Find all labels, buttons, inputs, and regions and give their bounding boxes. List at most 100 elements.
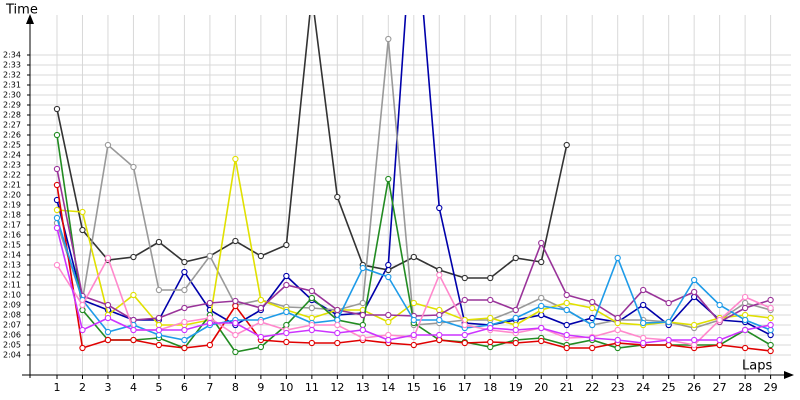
x-tick-label: 17 [458, 381, 472, 394]
data-point [691, 276, 698, 284]
y-tick-label: 2:12 [3, 271, 21, 280]
data-point [538, 294, 545, 302]
data-point [283, 329, 290, 337]
data-point [665, 336, 672, 344]
data-point [512, 321, 519, 329]
data-point [614, 336, 621, 344]
data-point [359, 264, 366, 272]
data-point [130, 336, 137, 344]
data-point [741, 344, 749, 352]
x-tick-label: 10 [279, 381, 293, 394]
data-point [410, 331, 417, 339]
data-point [767, 347, 774, 355]
data-point [181, 258, 188, 266]
data-point [461, 274, 468, 282]
data-point [104, 141, 112, 149]
data-point [232, 331, 239, 339]
data-point [436, 271, 443, 279]
data-point [334, 316, 341, 324]
data-point [79, 326, 86, 334]
data-point [206, 299, 214, 307]
x-tick-label: 19 [509, 381, 523, 394]
x-tick-label: 27 [713, 381, 727, 394]
data-point [563, 306, 570, 314]
y-tick-label: 2:09 [3, 301, 21, 310]
data-point [691, 288, 698, 296]
data-point [232, 297, 239, 305]
x-tick-label: 29 [764, 381, 778, 394]
data-point [716, 341, 723, 349]
data-point [79, 306, 86, 314]
data-point [410, 299, 417, 307]
x-tick-label: 7 [206, 381, 213, 394]
data-point [512, 306, 519, 314]
data-point [257, 304, 265, 312]
data-point [767, 296, 774, 304]
data-point [359, 299, 366, 307]
y-axis-arrow [26, 14, 34, 24]
x-tick-label: 21 [560, 381, 574, 394]
data-point [308, 294, 316, 302]
data-point [53, 181, 61, 189]
data-point [563, 299, 570, 307]
x-tick-label: 18 [483, 381, 497, 394]
data-point [206, 341, 214, 349]
data-point [538, 311, 545, 319]
data-point [691, 321, 698, 329]
data-point [155, 314, 163, 322]
y-tick-label: 2:27 [3, 121, 21, 130]
x-tick-label: 8 [232, 381, 239, 394]
data-point [385, 318, 392, 326]
data-point [79, 301, 86, 309]
data-point [512, 339, 519, 347]
data-point [155, 331, 163, 339]
data-point [487, 274, 494, 282]
data-point [538, 324, 545, 332]
data-point [181, 326, 188, 334]
data-point [589, 304, 596, 312]
x-tick-label: 24 [636, 381, 650, 394]
data-point [512, 326, 519, 334]
data-point [130, 291, 137, 299]
data-point [232, 319, 239, 327]
x-tick-label: 5 [155, 381, 162, 394]
data-point [665, 299, 672, 307]
data-point [104, 336, 112, 344]
x-tick-label: 23 [611, 381, 625, 394]
y-tick-label: 2:30 [3, 91, 21, 100]
x-tick-label: 25 [662, 381, 676, 394]
data-point [130, 253, 137, 261]
data-point [487, 338, 494, 346]
data-point [206, 314, 214, 322]
data-point [206, 319, 214, 327]
data-point [232, 348, 239, 356]
data-point [232, 302, 239, 310]
data-point [716, 336, 723, 344]
data-point [436, 316, 443, 324]
data-point [487, 343, 494, 351]
data-point [79, 226, 86, 234]
y-tick-label: 2:22 [3, 171, 21, 180]
x-tick-label: 1 [53, 381, 60, 394]
data-point [155, 341, 163, 349]
x-tick-label: 14 [381, 381, 395, 394]
x-tick-label: 6 [181, 381, 188, 394]
y-tick-label: 2:06 [3, 331, 21, 340]
data-point [614, 319, 621, 327]
data-point [538, 239, 545, 247]
data-point [767, 304, 774, 312]
data-point [53, 224, 61, 232]
data-point [538, 258, 545, 266]
data-point [53, 214, 61, 222]
data-point [589, 344, 596, 352]
data-point [104, 254, 112, 262]
data-point [563, 344, 570, 352]
y-tick-label: 2:20 [3, 191, 21, 200]
data-point [767, 321, 774, 329]
y-tick-label: 2:23 [3, 161, 21, 170]
y-tick-label: 2:08 [3, 311, 21, 320]
y-tick-label: 2:14 [3, 251, 21, 260]
data-point [181, 304, 188, 312]
data-point [257, 333, 265, 341]
